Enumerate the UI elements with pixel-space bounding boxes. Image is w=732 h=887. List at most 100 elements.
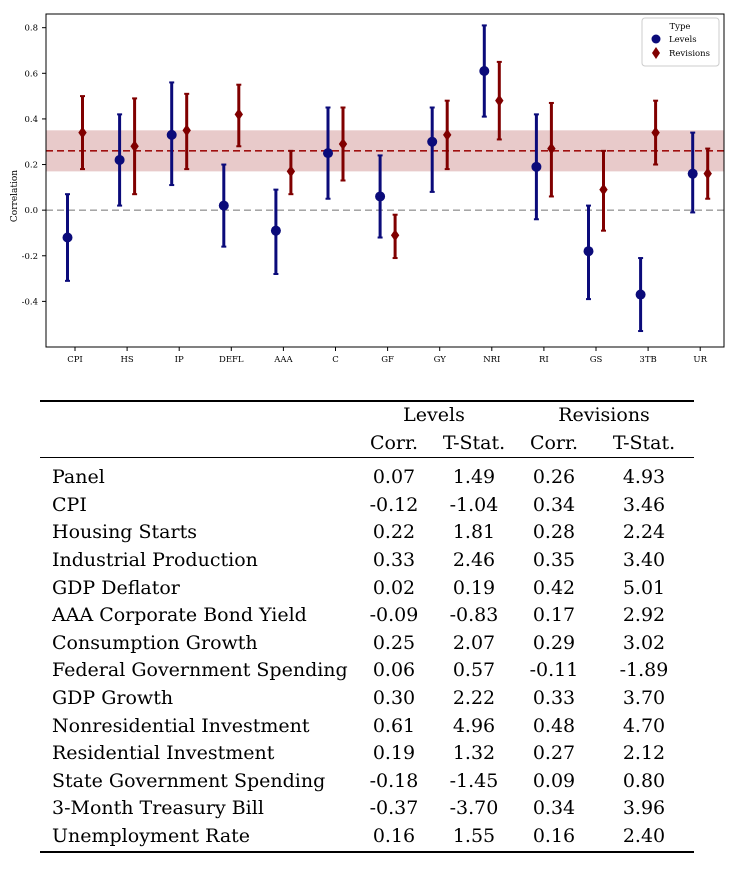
- point-marker: [375, 191, 386, 202]
- table-row: GDP Growth 0.30 2.22 0.33 3.70: [40, 685, 694, 713]
- table-row: Unemployment Rate 0.16 1.55 0.16 2.40: [40, 823, 694, 852]
- y-tick-label: 0.0: [24, 206, 38, 216]
- point-marker: [651, 126, 660, 139]
- cell-revisions-corr: 0.34: [532, 493, 576, 516]
- errorbar-revisions-ip: [182, 92, 191, 171]
- point-marker: [531, 161, 542, 172]
- cell-levels-corr: 0.25: [372, 631, 416, 654]
- errorbar-levels-ri: [531, 113, 542, 221]
- cell-levels-tstat: 2.46: [452, 548, 496, 571]
- cell-revisions-corr: 0.09: [532, 769, 576, 792]
- errorbar-levels-ur: [687, 131, 698, 214]
- errorbar-levels-aaa: [270, 188, 281, 276]
- errorbar-revisions-gs: [599, 149, 608, 232]
- errorbar-revisions-cpi: [78, 95, 87, 171]
- cell-revisions-tstat: -1.89: [619, 659, 669, 682]
- y-axis-label: Correlation: [10, 170, 20, 222]
- group-header-levels: Levels: [403, 404, 465, 426]
- cell-levels-tstat: 4.96: [452, 714, 496, 737]
- cell-revisions-corr: 0.27: [532, 742, 576, 765]
- cell-levels-tstat: -1.04: [449, 493, 499, 516]
- chart-axes: -0.4 -0.2 0.0 0.2 0.4 0.6 0.8 CPI HS IP DEFL AAA C GF…: [22, 13, 725, 365]
- cell-levels-corr: -0.09: [369, 604, 419, 627]
- table-row: Consumption Growth 0.25 2.07 0.29 3.02: [40, 630, 694, 658]
- x-tick-label: HS: [120, 355, 133, 365]
- cell-levels-corr: 0.22: [372, 521, 416, 544]
- point-marker: [114, 154, 125, 165]
- cell-levels-tstat: 1.49: [452, 466, 496, 489]
- row-label: GDP Growth: [52, 686, 174, 709]
- table-row: GDP Deflator 0.02 0.19 0.42 5.01: [40, 575, 694, 603]
- point-marker: [323, 148, 333, 159]
- cell-revisions-tstat: 3.96: [622, 797, 666, 820]
- sub-header-levels-corr: Corr.: [369, 431, 419, 454]
- cell-revisions-corr: 0.42: [532, 576, 576, 599]
- cell-revisions-corr: -0.11: [529, 659, 579, 682]
- cell-revisions-tstat: 4.93: [622, 466, 666, 489]
- x-tick-label: GF: [381, 355, 394, 365]
- cell-revisions-tstat: 5.01: [622, 576, 666, 599]
- table-row: 3-Month Treasury Bill -0.37 -3.70 0.34 3.96: [40, 795, 694, 823]
- y-tick-label: -0.4: [22, 297, 38, 307]
- x-tick-label: 3TB: [639, 355, 656, 365]
- cell-revisions-tstat: 2.92: [622, 604, 666, 627]
- cell-revisions-tstat: 3.02: [622, 631, 666, 654]
- legend-box: [641, 17, 720, 67]
- table-row: Housing Starts 0.22 1.81 0.28 2.24: [40, 519, 694, 547]
- group-header-revisions: Revisions: [558, 404, 650, 426]
- y-tick-label: 0.6: [24, 69, 38, 79]
- sub-header-revisions-tstat: T-Stat.: [612, 431, 676, 454]
- cell-levels-corr: 0.30: [372, 686, 416, 709]
- cell-revisions-corr: 0.28: [532, 521, 576, 544]
- point-marker: [703, 167, 712, 180]
- row-label: State Government Spending: [52, 769, 326, 792]
- row-label: CPI: [52, 493, 87, 516]
- row-label: Residential Investment: [52, 742, 275, 765]
- cell-levels-tstat: 0.19: [452, 576, 496, 599]
- cell-revisions-corr: 0.16: [532, 824, 576, 847]
- table-sub-header-row: Corr. T-Stat. Corr. T-Stat.: [40, 430, 694, 458]
- x-tick-label: GS: [590, 355, 603, 365]
- cell-levels-corr: 0.19: [372, 742, 416, 765]
- cell-revisions-corr: 0.35: [532, 548, 576, 571]
- cell-revisions-tstat: 3.46: [622, 493, 666, 516]
- plot-frame: [45, 13, 725, 348]
- errorbar-revisions-ri: [547, 101, 556, 198]
- cell-levels-corr: 0.06: [372, 659, 416, 682]
- errorbar-levels-defl: [218, 163, 229, 248]
- x-tick-label: C: [332, 355, 339, 365]
- row-label: AAA Corporate Bond Yield: [52, 604, 307, 627]
- cell-revisions-tstat: 4.70: [622, 714, 666, 737]
- cell-levels-corr: 0.07: [372, 466, 416, 489]
- cell-levels-tstat: 2.22: [452, 686, 496, 709]
- cell-revisions-tstat: 0.80: [622, 769, 666, 792]
- table-row: Industrial Production 0.33 2.46 0.35 3.40: [40, 547, 694, 575]
- x-tick-label: DEFL: [219, 355, 244, 365]
- point-marker: [635, 289, 646, 300]
- y-tick-label: 0.2: [24, 161, 38, 171]
- cell-levels-tstat: 1.32: [452, 742, 496, 765]
- cell-revisions-corr: 0.26: [532, 466, 576, 489]
- y-tick-label: -0.2: [22, 252, 38, 262]
- row-label: Federal Government Spending: [52, 659, 348, 682]
- point-marker: [443, 128, 452, 141]
- errorbar-levels-gf: [375, 154, 386, 239]
- sub-header-revisions-corr: Corr.: [529, 431, 579, 454]
- errorbar-levels-cpi: [62, 193, 73, 282]
- point-marker: [182, 124, 191, 137]
- cell-revisions-tstat: 3.40: [622, 548, 666, 571]
- table-group-header-row: Levels Revisions: [40, 401, 694, 430]
- point-marker: [338, 138, 348, 151]
- x-tick-label: GY: [434, 355, 447, 365]
- table-row: Residential Investment 0.19 1.32 0.27 2.12: [40, 740, 694, 768]
- cell-revisions-tstat: 3.70: [622, 686, 666, 709]
- point-marker: [547, 142, 556, 155]
- legend-label: Revisions: [669, 49, 710, 59]
- row-label: Unemployment Rate: [52, 824, 251, 847]
- point-marker: [78, 126, 87, 139]
- table-body: Panel 0.07 1.49 0.26 4.93 CPI -0.12 -1.04 0.34 3.…: [40, 457, 694, 852]
- cell-levels-corr: -0.12: [369, 493, 419, 516]
- cell-revisions-corr: 0.33: [532, 686, 576, 709]
- errorbar-revisions-nri: [495, 60, 504, 141]
- cell-levels-tstat: -1.45: [449, 769, 499, 792]
